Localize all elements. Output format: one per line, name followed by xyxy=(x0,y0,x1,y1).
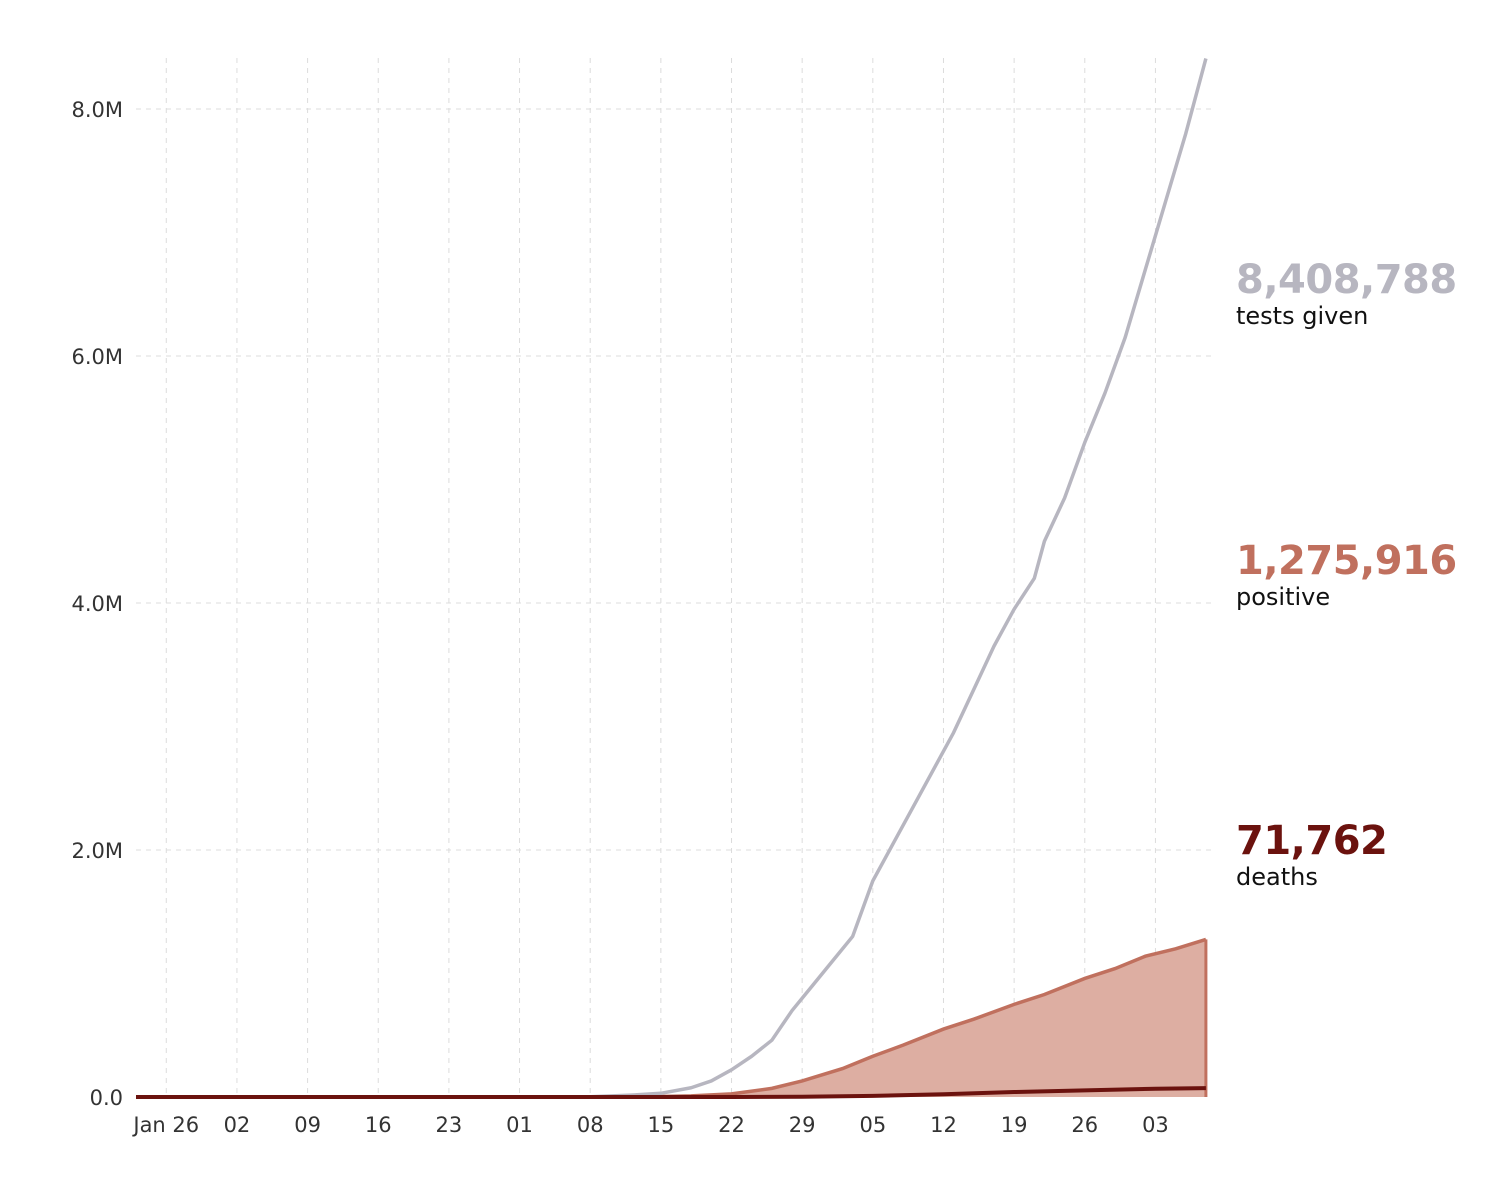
x-tick-label: 29 xyxy=(789,1113,816,1137)
x-tick-label: Jan 26 xyxy=(131,1113,199,1137)
x-tick-label: 16 xyxy=(365,1113,392,1137)
y-tick-label: 6.0M xyxy=(71,345,123,369)
x-tick-label: 08 xyxy=(577,1113,604,1137)
legend-item-tests-given: 8,408,788 tests given xyxy=(1236,258,1457,330)
y-tick-label: 8.0M xyxy=(71,98,123,122)
y-tick-label: 0.0 xyxy=(90,1086,123,1110)
legend-item-positive: 1,275,916 positive xyxy=(1236,539,1457,611)
y-tick-label: 4.0M xyxy=(71,592,123,616)
y-tick-label: 2.0M xyxy=(71,839,123,863)
legend-value-positive: 1,275,916 xyxy=(1236,538,1457,584)
legend-label-positive: positive xyxy=(1236,583,1331,611)
grid xyxy=(136,58,1216,1097)
legend-label-tests-given: tests given xyxy=(1236,302,1369,330)
x-tick-label: 01 xyxy=(506,1113,533,1137)
x-tick-label: 22 xyxy=(718,1113,745,1137)
series-line-deaths xyxy=(136,1086,1206,1099)
x-tick-label: 15 xyxy=(647,1113,674,1137)
x-tick-label: 19 xyxy=(1001,1113,1028,1137)
series-line-tests-given xyxy=(136,58,1208,1099)
x-tick-label: 02 xyxy=(224,1113,251,1137)
x-tick-label: 26 xyxy=(1071,1113,1098,1137)
x-tick-label: 09 xyxy=(294,1113,321,1137)
x-tick-label: 12 xyxy=(930,1113,957,1137)
axis-ticks: Jan 26 02 09 16 23 01 08 15 22 29 05 12 19 26 03 0.0 2.0… xyxy=(71,98,1168,1137)
x-tick-label: 05 xyxy=(859,1113,886,1137)
legend-value-deaths: 71,762 xyxy=(1236,818,1388,864)
legend-item-deaths: 71,762 deaths xyxy=(1236,818,1388,891)
legend-label-deaths: deaths xyxy=(1236,863,1318,891)
series-layer xyxy=(135,58,1208,1099)
x-tick-label: 23 xyxy=(436,1113,463,1137)
legend-value-tests-given: 8,408,788 xyxy=(1236,257,1457,303)
x-tick-label: 03 xyxy=(1142,1113,1169,1137)
series-area-positive xyxy=(136,939,1206,1097)
